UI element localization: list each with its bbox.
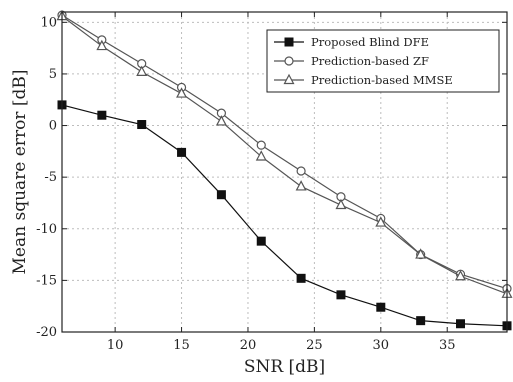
x-tick-label: 10 bbox=[107, 338, 124, 353]
data-point bbox=[177, 147, 187, 157]
legend-item: Prediction-based ZF bbox=[274, 54, 429, 68]
data-point bbox=[376, 302, 386, 312]
data-point bbox=[415, 248, 427, 259]
y-tick-label: -15 bbox=[36, 273, 57, 288]
legend-box bbox=[266, 29, 500, 93]
data-point bbox=[456, 319, 466, 329]
axis-ticks: 10 15 20 25 30 35 -20 -15 -10 -5 0 5 10 bbox=[36, 12, 507, 353]
y-tick-label: -20 bbox=[36, 325, 57, 340]
x-tick-label: 35 bbox=[439, 338, 456, 353]
y-tick-label: -5 bbox=[44, 170, 57, 185]
series-layer bbox=[56, 9, 513, 331]
series-line bbox=[61, 15, 508, 295]
data-point bbox=[216, 190, 226, 200]
data-point bbox=[96, 39, 108, 51]
legend-label: Prediction-based MMSE bbox=[311, 73, 453, 87]
plot-frame bbox=[61, 11, 508, 333]
x-tick-label: 20 bbox=[240, 338, 257, 353]
data-point bbox=[176, 87, 188, 98]
data-point bbox=[335, 198, 347, 210]
data-point bbox=[256, 140, 266, 150]
legend: Proposed Blind DFE Prediction-based ZF Pre… bbox=[266, 29, 500, 93]
y-tick-label: 0 bbox=[49, 119, 57, 134]
data-point bbox=[256, 236, 266, 246]
data-point bbox=[296, 273, 306, 283]
data-point bbox=[296, 166, 306, 176]
data-point bbox=[416, 316, 426, 326]
x-axis-label: SNR [dB] bbox=[244, 357, 325, 377]
data-point bbox=[215, 115, 227, 126]
y-axis-label: Mean square error [dB] bbox=[10, 70, 30, 275]
series-line bbox=[61, 104, 508, 327]
x-tick-label: 25 bbox=[306, 338, 323, 353]
series-1 bbox=[57, 100, 512, 331]
legend-label: Proposed Blind DFE bbox=[311, 35, 429, 49]
legend-item: Proposed Blind DFE bbox=[274, 35, 429, 49]
data-point bbox=[336, 290, 346, 300]
data-point bbox=[255, 150, 267, 161]
x-tick-label: 15 bbox=[173, 338, 190, 353]
legend-label: Prediction-based ZF bbox=[311, 54, 429, 68]
y-tick-label: 10 bbox=[40, 15, 57, 30]
data-point bbox=[137, 120, 147, 130]
y-tick-label: -10 bbox=[36, 222, 57, 237]
data-point bbox=[375, 216, 387, 227]
y-tick-label: 5 bbox=[49, 67, 57, 82]
data-point bbox=[295, 180, 307, 191]
legend-marker bbox=[284, 37, 294, 47]
data-point bbox=[97, 110, 107, 120]
legend-marker bbox=[283, 73, 295, 85]
x-tick-label: 30 bbox=[373, 338, 390, 353]
legend-item: Prediction-based MMSE bbox=[274, 73, 453, 87]
legend-marker bbox=[284, 56, 294, 66]
series-3 bbox=[56, 9, 513, 298]
data-point bbox=[455, 269, 467, 281]
series-2 bbox=[57, 10, 512, 294]
data-point bbox=[136, 65, 148, 76]
